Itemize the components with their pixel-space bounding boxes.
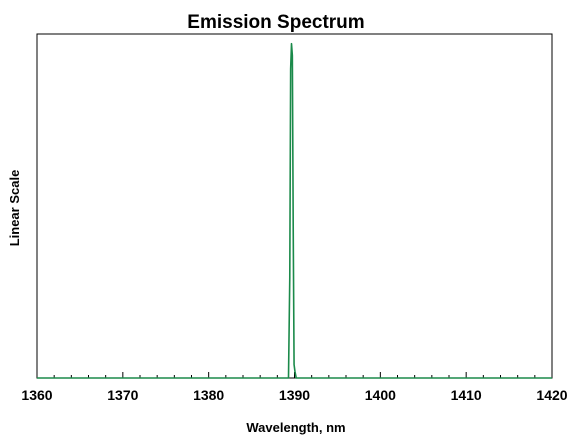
x-axis-label: Wavelength, nm bbox=[246, 420, 345, 435]
x-tick-label: 1360 bbox=[21, 387, 52, 403]
chart-title: Emission Spectrum bbox=[187, 12, 364, 33]
x-axis-ticks: 1360 1370 1380 1390 1400 1410 1420 bbox=[21, 372, 568, 403]
x-tick-label: 1400 bbox=[365, 387, 396, 403]
x-tick-label: 1410 bbox=[451, 387, 482, 403]
y-axis-label: Linear Scale bbox=[7, 170, 22, 247]
spectrum-line bbox=[37, 42, 552, 379]
x-tick-label: 1390 bbox=[279, 387, 310, 403]
x-tick-label: 1420 bbox=[536, 387, 567, 403]
x-tick-label: 1370 bbox=[107, 387, 138, 403]
spectrum-series bbox=[37, 42, 552, 379]
x-tick-label: 1380 bbox=[193, 387, 224, 403]
